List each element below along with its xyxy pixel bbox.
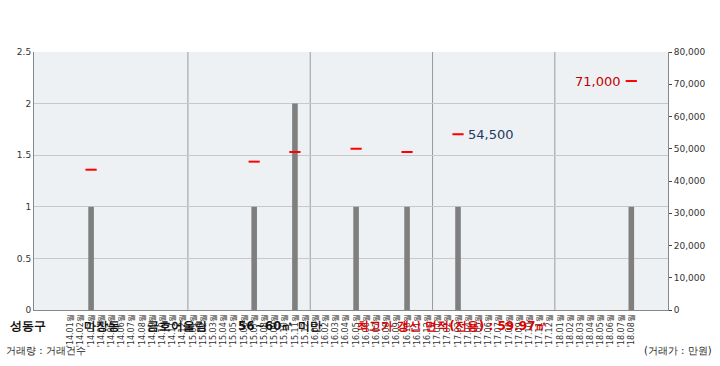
- svg-text:'15.05월: '15.05월: [229, 314, 238, 347]
- svg-text:60,000: 60,000: [674, 112, 706, 122]
- svg-text:'15.03월: '15.03월: [209, 314, 218, 347]
- svg-text:'18.04월: '18.04월: [586, 314, 595, 347]
- svg-text:10,000: 10,000: [674, 273, 706, 283]
- svg-text:'18.01월: '18.01월: [556, 314, 565, 347]
- svg-text:'18.02월: '18.02월: [566, 314, 575, 347]
- svg-text:금호어울림: 금호어울림: [147, 319, 207, 333]
- svg-text:'16.03월: '16.03월: [331, 314, 340, 347]
- svg-text:최고가 갱신 면적(전용) : 59.97㎡: 최고가 갱신 면적(전용) : 59.97㎡: [357, 319, 547, 333]
- svg-text:0: 0: [25, 305, 31, 315]
- svg-text:'15.06월: '15.06월: [240, 314, 249, 347]
- svg-text:'15.04월: '15.04월: [219, 314, 228, 347]
- svg-text:'17.08월: '17.08월: [505, 314, 514, 347]
- svg-text:'14.12월: '14.12월: [178, 314, 187, 347]
- svg-text:80,000: 80,000: [674, 47, 706, 57]
- svg-text:'14.04월: '14.04월: [97, 314, 106, 347]
- svg-text:'16.01월: '16.01월: [311, 314, 320, 347]
- svg-text:'18.08월: '18.08월: [627, 314, 636, 347]
- svg-text:'14.02월: '14.02월: [76, 314, 85, 347]
- svg-text:'17.05월: '17.05월: [474, 314, 483, 347]
- svg-text:50,000: 50,000: [674, 144, 706, 154]
- svg-text:'15.07월: '15.07월: [250, 314, 259, 347]
- svg-text:20,000: 20,000: [674, 241, 706, 251]
- svg-text:'17.06월: '17.06월: [484, 314, 493, 347]
- svg-text:2.5: 2.5: [17, 47, 31, 57]
- svg-text:'14.05월: '14.05월: [107, 314, 116, 347]
- svg-text:'16.04월: '16.04월: [342, 314, 351, 347]
- svg-text:'17.02월: '17.02월: [443, 314, 452, 347]
- svg-text:40,000: 40,000: [674, 176, 706, 186]
- svg-text:71,000: 71,000: [575, 74, 621, 89]
- svg-text:'16.09월: '16.09월: [392, 314, 401, 347]
- svg-text:'17.12월: '17.12월: [545, 314, 554, 347]
- svg-text:1: 1: [25, 202, 31, 212]
- svg-text:'16.05월: '16.05월: [352, 314, 361, 347]
- svg-text:54,500: 54,500: [468, 127, 514, 142]
- svg-text:'18.05월: '18.05월: [596, 314, 605, 347]
- svg-text:'16.12월: '16.12월: [423, 314, 432, 347]
- svg-text:0: 0: [674, 305, 680, 315]
- svg-text:'14.10월: '14.10월: [158, 314, 167, 347]
- svg-text:30,000: 30,000: [674, 208, 706, 218]
- svg-text:'15.02월: '15.02월: [199, 314, 208, 347]
- svg-text:56~60㎡ 미만: 56~60㎡ 미만: [238, 319, 322, 333]
- svg-text:'14.01월: '14.01월: [66, 314, 75, 347]
- svg-text:'18.07월: '18.07월: [617, 314, 626, 347]
- svg-text:'17.09월: '17.09월: [515, 314, 524, 347]
- svg-text:'16.06월: '16.06월: [362, 314, 371, 347]
- svg-text:'14.07월: '14.07월: [127, 314, 136, 347]
- svg-text:'16.10월: '16.10월: [403, 314, 412, 347]
- svg-text:'15.11월: '15.11월: [291, 314, 300, 347]
- svg-text:(거래가 : 만원): (거래가 : 만원): [644, 345, 712, 356]
- svg-text:마장동: 마장동: [84, 319, 120, 333]
- svg-text:'16.11월: '16.11월: [413, 314, 422, 347]
- svg-text:'14.09월: '14.09월: [148, 314, 157, 347]
- svg-text:0.5: 0.5: [17, 254, 31, 264]
- svg-text:'17.04월: '17.04월: [464, 314, 473, 347]
- svg-text:'16.07월: '16.07월: [372, 314, 381, 347]
- svg-text:'14.11월: '14.11월: [168, 314, 177, 347]
- svg-text:'15.12월: '15.12월: [301, 314, 310, 347]
- svg-text:'17.03월: '17.03월: [454, 314, 463, 347]
- svg-text:1.5: 1.5: [17, 150, 31, 160]
- svg-text:'14.03월: '14.03월: [87, 314, 96, 347]
- svg-text:'15.01월: '15.01월: [189, 314, 198, 347]
- svg-text:'17.01월: '17.01월: [433, 314, 442, 347]
- svg-text:'14.06월: '14.06월: [117, 314, 126, 347]
- svg-text:'17.11월: '17.11월: [535, 314, 544, 347]
- svg-text:'18.06월: '18.06월: [607, 314, 616, 347]
- svg-text:'17.10월: '17.10월: [525, 314, 534, 347]
- svg-text:'18.03월: '18.03월: [576, 314, 585, 347]
- svg-text:'16.02월: '16.02월: [321, 314, 330, 347]
- svg-text:거래량 : 거래건수: 거래량 : 거래건수: [6, 345, 86, 356]
- svg-text:70,000: 70,000: [674, 79, 706, 89]
- svg-text:2: 2: [25, 99, 31, 109]
- svg-text:'15.08월: '15.08월: [260, 314, 269, 347]
- svg-text:'14.08월: '14.08월: [138, 314, 147, 347]
- svg-text:'17.07월: '17.07월: [494, 314, 503, 347]
- svg-text:'15.10월: '15.10월: [280, 314, 289, 347]
- svg-text:성동구: 성동구: [10, 319, 46, 333]
- svg-text:'16.08월: '16.08월: [382, 314, 391, 347]
- svg-text:'15.09월: '15.09월: [270, 314, 279, 347]
